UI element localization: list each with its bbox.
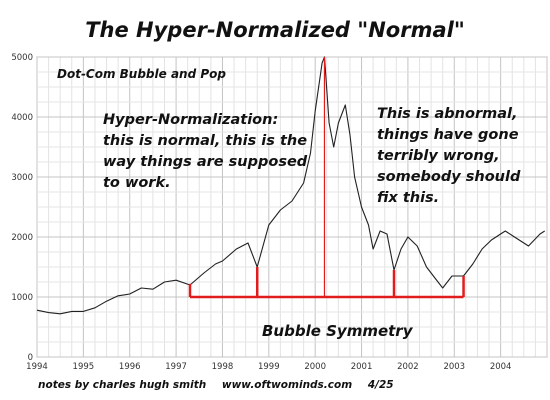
annotation-left-line: to work. (103, 175, 171, 191)
x-tick-label: 2002 (397, 362, 419, 372)
annotation-right: This is abnormal, things have gone terri… (377, 104, 547, 209)
x-tick-label: 1996 (119, 362, 141, 372)
y-tick-label: 1000 (11, 293, 33, 303)
footer-site: www.oftwominds.com (221, 379, 353, 391)
x-tick-label: 2000 (304, 362, 326, 372)
y-tick-label: 4000 (11, 113, 33, 123)
x-tick-label: 1997 (165, 362, 187, 372)
footer-notes: notes by charles hugh smith (38, 379, 207, 391)
x-tick-label: 1998 (212, 362, 234, 372)
annotation-right-line: somebody should (377, 169, 521, 185)
x-tick-label: 1994 (26, 362, 48, 372)
y-tick-label: 2000 (11, 233, 33, 243)
x-tick-label: 1999 (258, 362, 280, 372)
annotation-right-line: terribly wrong, (377, 148, 500, 164)
chart-subtitle: Dot-Com Bubble and Pop (57, 67, 226, 81)
bubble-markers (188, 57, 465, 299)
annotation-left-line: way things are supposed (103, 154, 308, 170)
y-tick-label: 3000 (11, 173, 33, 183)
annotation-left-line: this is normal, this is the (103, 133, 308, 149)
annotation-right-line: fix this. (377, 190, 440, 206)
annotation-left: Hyper-Normalization: this is normal, thi… (103, 110, 313, 194)
x-tick-label: 2004 (490, 362, 512, 372)
y-tick-label: 0 (28, 353, 33, 363)
x-tick-label: 2001 (351, 362, 373, 372)
chart-grid (36, 56, 548, 358)
annotation-right-line: This is abnormal, (377, 106, 518, 122)
annotation-right-line: things have gone (377, 127, 519, 143)
bubble-symmetry-label: Bubble Symmetry (262, 322, 413, 340)
annotation-left-line: Hyper-Normalization: (103, 112, 279, 128)
x-tick-label: 2003 (443, 362, 465, 372)
y-tick-label: 5000 (11, 53, 33, 63)
chart-title: The Hyper-Normalized "Normal" (85, 18, 465, 42)
series-line-layer (36, 56, 545, 315)
series-line (36, 56, 545, 315)
footer: notes by charles hugh smith www.oftwomin… (38, 379, 406, 391)
footer-date: 4/25 (367, 379, 394, 391)
x-tick-label: 1995 (73, 362, 95, 372)
chart-axes: 0 1000 2000 3000 4000 5000 1994 1995 1996 1997 199… (11, 53, 511, 372)
